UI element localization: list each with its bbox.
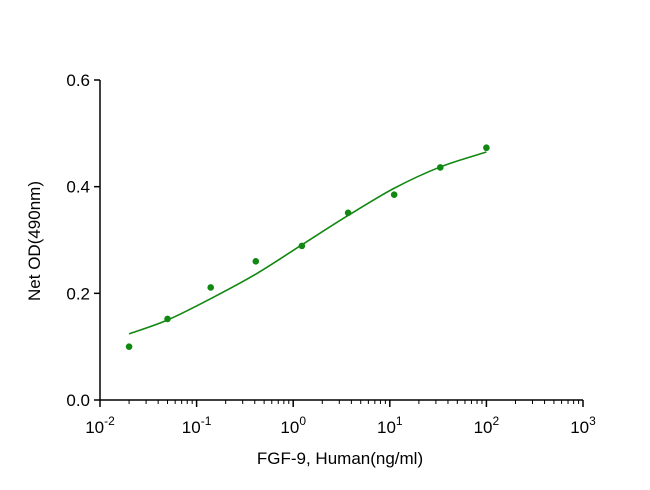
- data-point: [298, 242, 306, 250]
- data-point: [207, 284, 215, 291]
- y-tick-label: 0.4: [66, 178, 90, 197]
- x-tick-label: 10-1: [182, 414, 212, 437]
- plot-area: [125, 144, 490, 350]
- x-tick-label: 103: [570, 414, 596, 437]
- data-point: [164, 315, 171, 323]
- data-point: [125, 343, 133, 350]
- x-tick-label: 102: [474, 414, 500, 437]
- y-tick-label: 0.0: [66, 391, 90, 410]
- data-point: [344, 209, 352, 217]
- x-tick-label: 10-2: [85, 414, 115, 437]
- data-point: [390, 191, 398, 198]
- data-point: [252, 258, 260, 265]
- x-tick-label: 101: [377, 414, 403, 437]
- x-tick-label: 100: [280, 414, 306, 437]
- axes: 0.0 0.2 0.4 0.6 10-2 10-1 100 101 102 103: [66, 71, 596, 437]
- fit-curve: [128, 151, 487, 335]
- data-point: [483, 144, 490, 152]
- x-axis-label: FGF-9, Human(ng/ml): [257, 449, 423, 468]
- data-point: [436, 164, 444, 171]
- y-axis-label: Net OD(490nm): [25, 181, 44, 301]
- y-tick-label: 0.6: [66, 71, 90, 90]
- y-tick-label: 0.2: [66, 284, 90, 303]
